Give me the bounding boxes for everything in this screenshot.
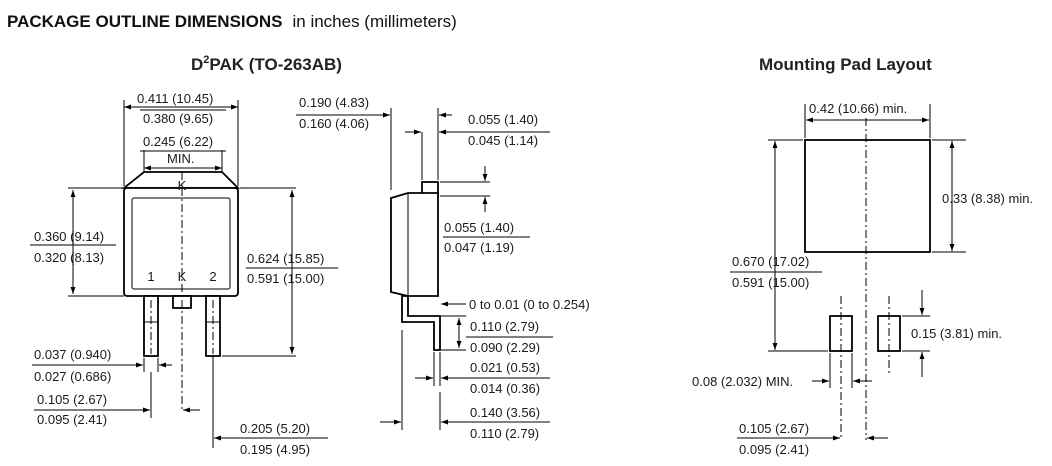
side-body: [390, 192, 439, 297]
dim-flange-min: 0.045 (1.14): [468, 133, 538, 148]
pad-dim-total-max: 0.670 (17.02): [732, 254, 809, 269]
dim-tab-t-max: 0.055 (1.40): [444, 220, 514, 235]
dim-span-min: 0.195 (4.95): [240, 442, 310, 457]
dim-total-h-max: 0.624 (15.85): [247, 251, 324, 266]
dim-foot-min: 0.090 (2.29): [470, 340, 540, 355]
pad-dim-small-w: 0.08 (2.032) MIN.: [692, 374, 793, 389]
dim-lead-t-max: 0.021 (0.53): [470, 360, 540, 375]
header-units: in inches (millimeters): [292, 12, 456, 31]
dim-reach-max: 0.140 (3.56): [470, 405, 540, 420]
dim-pitch-min: 0.095 (2.41): [37, 412, 107, 427]
dim-body-h-max: 0.360 (9.14): [34, 229, 104, 244]
lead-1: [143, 295, 159, 357]
dim-thick-max: 0.190 (4.83): [299, 95, 369, 110]
dim-total-h-min: 0.591 (15.00): [247, 271, 324, 286]
front-dimensions: 0.411 (10.45) 0.380 (9.65) 0.245 (6.22) …: [30, 91, 338, 457]
dim-pitch-max: 0.105 (2.67): [37, 392, 107, 407]
dim-body-h-min: 0.320 (8.13): [34, 250, 104, 265]
dim-width-max: 0.411 (10.45): [137, 91, 213, 106]
dim-standoff: 0 to 0.01 (0 to 0.254): [469, 297, 590, 312]
pad-dim-pitch-min: 0.095 (2.41): [739, 442, 809, 457]
dim-reach-min: 0.110 (2.79): [470, 426, 539, 441]
large-pad: [804, 139, 931, 253]
svg-text:PACKAGE OUTLINE DIMENSIONS: PACKAGE OUTLINE DIMENSIONS in inches (mi…: [7, 12, 457, 31]
dim-thick-min: 0.160 (4.06): [299, 116, 369, 131]
side-dimensions: 0.190 (4.83) 0.160 (4.06) 0.055 (1.40) 0…: [296, 95, 590, 441]
pin-label-2: 2: [209, 269, 216, 284]
pad-title: Mounting Pad Layout: [759, 55, 932, 74]
pad-layout: [804, 118, 931, 440]
tab-label-k: K: [178, 178, 187, 193]
pad-dim-pitch-max: 0.105 (2.67): [739, 421, 809, 436]
dim-tab-t-min: 0.047 (1.19): [444, 240, 514, 255]
side-lead: [401, 295, 441, 351]
pin-label-k: K: [178, 269, 187, 284]
dim-foot-max: 0.110 (2.79): [470, 319, 539, 334]
front-view: K 1 K 2: [121, 171, 241, 410]
pad-dim-height: 0.33 (8.38) min.: [942, 191, 1033, 206]
dim-lead-t-min: 0.014 (0.36): [470, 381, 540, 396]
pad-dim-width: 0.42 (10.66) min.: [809, 101, 907, 116]
package-title: D2PAK (TO-263AB): [191, 54, 342, 74]
side-view: [390, 181, 441, 351]
dim-lead-w-max: 0.037 (0.940): [34, 347, 111, 362]
dim-flange-max: 0.055 (1.40): [468, 112, 538, 127]
pin-label-1: 1: [147, 269, 154, 284]
body-inner-outline: [131, 197, 231, 290]
dim-tab-width-note: MIN.: [167, 151, 194, 166]
dim-lead-w-min: 0.027 (0.686): [34, 369, 111, 384]
dim-span-max: 0.205 (5.20): [240, 421, 310, 436]
pad-dim-small-h: 0.15 (3.81) min.: [911, 326, 1002, 341]
dim-width-min: 0.380 (9.65): [143, 111, 213, 126]
header-title: PACKAGE OUTLINE DIMENSIONS: [7, 12, 282, 31]
pad-dimensions: 0.42 (10.66) min. 0.33 (8.38) min. 0.670…: [692, 101, 1033, 457]
pad-dim-total-min: 0.591 (15.00): [732, 275, 809, 290]
dim-tab-width: 0.245 (6.22): [143, 134, 213, 149]
